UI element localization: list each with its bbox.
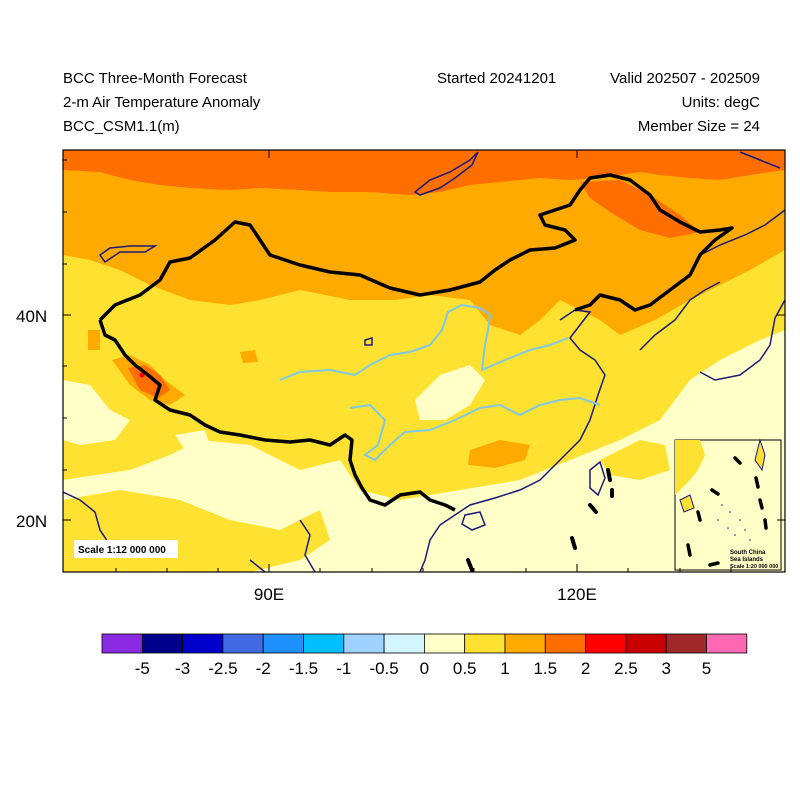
coastlines: [63, 151, 785, 572]
colorbar-label: 1.5: [533, 659, 557, 678]
field-1-1.5-speck: [88, 330, 100, 350]
yangtze-river: [349, 396, 601, 462]
scale-label-bg: [74, 540, 178, 558]
colorbar-label: -5: [135, 659, 150, 678]
field-0-0.5-tibet: [175, 430, 210, 450]
x-tick-120e: 120E: [557, 585, 597, 604]
colorbar-swatch: [222, 633, 264, 654]
field-1-1.5-south-china: [468, 440, 530, 468]
colorbar-swatch: [625, 633, 667, 654]
colorbar-label: 0.5: [453, 659, 477, 678]
map-frame: [62, 149, 786, 573]
colorbar-swatch: [262, 633, 304, 654]
colorbar-swatch: [464, 633, 506, 654]
colorbar-swatch: [423, 633, 466, 654]
units-label: Units: degC: [681, 94, 760, 111]
inset-hainan: [679, 494, 695, 513]
colorbar-swatch: [504, 633, 546, 654]
yellow-river: [279, 303, 569, 381]
start-date: Started 20241201: [437, 70, 557, 87]
colorbar-label: -0.5: [369, 659, 398, 678]
coast-bay-of-bengal: [299, 519, 316, 572]
inset-title-1: South China: [730, 550, 766, 556]
field-0-0.5-west: [63, 380, 130, 445]
china-border-south: [98, 319, 456, 512]
lake-qinghai: [364, 337, 373, 346]
colorbar-swatch: [303, 633, 345, 654]
colorbar-label: 1: [500, 659, 509, 678]
colorbar-swatch: [585, 633, 627, 654]
field-1.5-2-northeast: [580, 180, 700, 238]
field-2-2.5-dot: [139, 372, 145, 378]
field-1-1.5-speck2: [240, 350, 258, 363]
axis-ticks: [63, 150, 785, 572]
coast-sakhalin: [739, 151, 781, 169]
inset-islands: [717, 504, 751, 541]
lake-balkhash: [98, 245, 158, 264]
coast-china-east: [439, 309, 606, 526]
field-0-0.5-sichuan: [415, 365, 485, 420]
china-border-north: [98, 173, 734, 322]
variable-name: 2-m Air Temperature Anomaly: [63, 94, 261, 111]
coast-korea: [639, 281, 721, 351]
rivers: [279, 303, 601, 462]
field-1.5-2-north: [63, 150, 785, 195]
colorbar-swatch: [343, 633, 385, 654]
colorbar-swatch: [665, 633, 707, 654]
colorbar-label: -2: [256, 659, 271, 678]
coast-bengal2: [249, 559, 266, 572]
coast-vietnam: [419, 524, 441, 572]
colorbar-label: 5: [702, 659, 711, 678]
colorbar-label: -2.5: [208, 659, 237, 678]
y-tick-20n: 20N: [16, 512, 47, 531]
y-tick-40n: 40N: [16, 307, 47, 326]
inset-land: [675, 440, 705, 495]
colorbar-swatch: [706, 633, 748, 654]
taiwan-island: [589, 460, 606, 497]
colorbar-label: 3: [661, 659, 670, 678]
colorbar-swatch: [383, 633, 425, 654]
colorbar-swatch: [182, 633, 224, 654]
nine-dash-line: [466, 468, 614, 572]
hainan-island: [461, 511, 486, 531]
anomaly-field: [63, 150, 785, 572]
colorbar-label: 2.5: [614, 659, 638, 678]
colorbar-label: -3: [175, 659, 190, 678]
south-china-sea-inset: South China Sea Islands Scale 1:20 000 0…: [674, 438, 782, 571]
field-0-0.5-south: [63, 330, 785, 572]
lake-baikal: [413, 151, 479, 196]
colorbar-swatch: [544, 633, 586, 654]
x-tick-90e: 90E: [254, 585, 284, 604]
colorbar-swatch: [101, 633, 143, 654]
colorbar-label: 0: [420, 659, 429, 678]
chart-title: BCC Three-Month Forecast: [63, 70, 247, 87]
colorbar-label: 2: [581, 659, 590, 678]
inset-dash-line: [686, 456, 768, 567]
inset-title-2: Sea Islands: [730, 557, 764, 563]
colorbar-swatch: [141, 633, 184, 654]
valid-period: Valid 202507 - 202509: [610, 70, 760, 87]
colorbar: -5 -3 -2.5 -2 -1.5 -1 -0.5 0 0.5 1 1.5 2 2.5 3 5: [101, 633, 748, 678]
inset-scale: Scale 1:20 000 000: [730, 564, 778, 570]
model-name: BCC_CSM1.1(m): [63, 118, 180, 135]
scale-label: Scale 1:12 000 000: [78, 545, 166, 556]
coast-russia-east: [699, 209, 785, 256]
colorbar-label: -1.5: [289, 659, 318, 678]
member-size: Member Size = 24: [637, 118, 760, 135]
coast-japan-korea: [699, 299, 785, 381]
colorbar-label: -1: [336, 659, 351, 678]
inset-taiwan: [754, 438, 766, 472]
coast-india-west: [63, 491, 111, 546]
field-0.5-1-southeast: [600, 440, 670, 480]
